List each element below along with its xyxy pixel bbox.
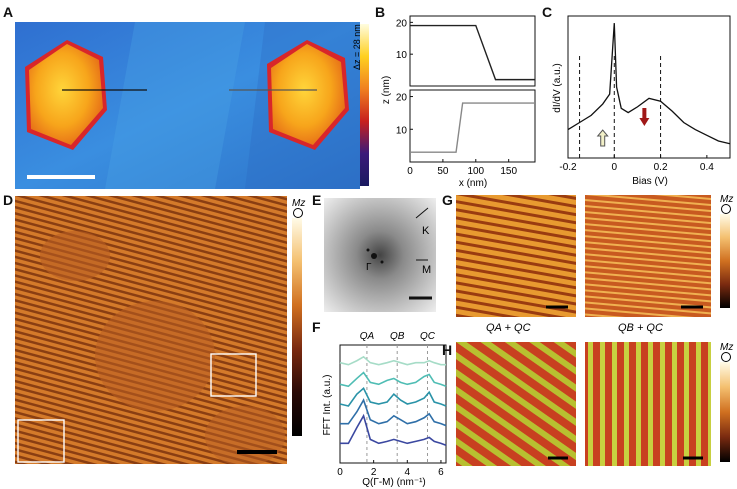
panel-a-image (15, 22, 360, 189)
panel-f-axes (339, 344, 447, 464)
panel-c-up-arrow-icon (596, 129, 609, 147)
panel-f-qa-label: QA (360, 331, 375, 342)
panel-b-xtick-label: 150 (500, 166, 517, 177)
panel-f-series-3 (340, 398, 447, 427)
panel-a-label: A (3, 4, 14, 20)
panel-c-chart: -0.2 0 0.2 0.4 dI/dV (a.u.) Bias (V) (552, 15, 731, 187)
panel-f-xlabel: Q(Γ-M) (nm⁻¹) (362, 477, 426, 488)
panel-h-colorbar (720, 362, 730, 462)
panel-b-axes-0 (409, 15, 536, 87)
panel-f-xtick-label: 6 (438, 467, 444, 478)
panel-b-xtick-label: 100 (467, 166, 484, 177)
panel-b-chart: 10 20 10 20 0 50 100 150 z (nm) x (nm) (381, 15, 536, 189)
panel-b-ytick-label: 20 (396, 93, 408, 104)
panel-c-xtick-label: -0.2 (559, 162, 577, 173)
panel-b-line-1 (410, 102, 535, 153)
panel-h-cbar-label: Mz (720, 342, 734, 353)
panel-d-cbar-label: Mz (292, 198, 306, 209)
panel-g-dot-icon (721, 204, 731, 214)
panel-h-right-image (585, 342, 711, 466)
panel-c-axes (567, 15, 731, 159)
panel-h-left-image (456, 342, 576, 466)
panel-f: F QA QB QC 0 2 4 6 FFT Int. (a.u.) Q(Γ-M) (nm⁻¹) (310, 317, 450, 489)
panel-f-series-0 (339, 355, 446, 366)
panel-f-series-2 (339, 386, 447, 407)
panel-f-ylabel: FFT Int. (a.u.) (322, 375, 333, 436)
panel-c-down-arrow-icon (639, 108, 650, 126)
panel-b-line-0 (410, 24, 535, 81)
box-right (210, 353, 257, 397)
panel-a-colorbar (360, 24, 369, 186)
panel-h-label: H (442, 342, 453, 358)
panel-b-xlabel: x (nm) (459, 178, 487, 189)
panel-c-xtick-label: 0.2 (654, 162, 668, 173)
box-left (17, 419, 65, 463)
panel-e-gamma-label: Γ (366, 262, 372, 273)
panel-g-left-image (456, 195, 576, 317)
panel-g-cbar-label: Mz (720, 194, 734, 205)
panel-f-xtick-label: 4 (405, 467, 411, 478)
panel-d: D Mz (0, 192, 310, 489)
panel-b-ytick-label: 20 (396, 18, 408, 29)
panel-g-label: G (442, 192, 453, 208)
panel-d-dot-icon (293, 208, 303, 218)
panel-a: A Δz = 28 nm (0, 0, 375, 190)
panel-f-label: F (312, 319, 321, 335)
panel-f-series-4 (340, 413, 447, 447)
panel-g: G Mz (442, 192, 737, 322)
panel-c-xtick-label: 0.4 (700, 162, 714, 173)
panel-c-label: C (542, 4, 553, 20)
panel-d-label: D (3, 192, 14, 208)
panel-d-image (15, 196, 287, 464)
panel-c-ylabel: dI/dV (a.u.) (552, 63, 563, 112)
panel-a-cbar-label: Δz = 28 nm (352, 24, 362, 70)
panel-b-axes-1 (409, 89, 536, 163)
panel-g-right-image (585, 195, 711, 317)
panel-e-fft (324, 198, 436, 312)
panel-f-xtick-label: 0 (337, 467, 343, 478)
panel-h-title-right: QB + QC (618, 322, 663, 334)
panel-b-ylabel: z (nm) (381, 76, 392, 104)
panel-f-chart: QA QB QC 0 2 4 6 FFT Int. (a.u.) Q(Γ-M) (nm⁻¹) (322, 331, 447, 488)
panel-g-colorbar (720, 214, 730, 308)
panel-h-title-left: QA + QC (486, 322, 531, 334)
panel-f-series-1 (339, 371, 447, 388)
panel-f-qb-label: QB (390, 331, 405, 342)
panel-b-xtick-label: 0 (407, 166, 413, 177)
panel-h-dot-icon (721, 352, 731, 362)
panel-c-xtick-label: 0 (612, 162, 618, 173)
panel-b-xtick-label: 50 (437, 166, 449, 177)
panel-c: C -0.2 0 0.2 0.4 dI/dV (a.u.) Bias (V) (540, 0, 737, 190)
panel-c-spectrum (567, 23, 731, 145)
panel-b: B 10 20 10 20 0 50 100 150 z (nm) x (nm) (375, 0, 540, 190)
panel-e-m-label: M (422, 264, 432, 276)
panel-e-k-label: K (422, 225, 430, 237)
panel-d-colorbar (292, 218, 302, 436)
panel-e-label: E (312, 192, 322, 208)
panel-b-ytick-label: 10 (396, 125, 408, 136)
panel-b-label: B (375, 4, 386, 20)
panel-h: H QA + QC QB + QC Mz (442, 322, 737, 489)
panel-c-xlabel: Bias (V) (632, 176, 668, 187)
panel-e: E K M Γ (310, 192, 450, 317)
panel-b-ytick-label: 10 (396, 50, 408, 61)
panel-f-qc-label: QC (420, 331, 436, 342)
panel-f-xtick-label: 2 (371, 467, 377, 478)
